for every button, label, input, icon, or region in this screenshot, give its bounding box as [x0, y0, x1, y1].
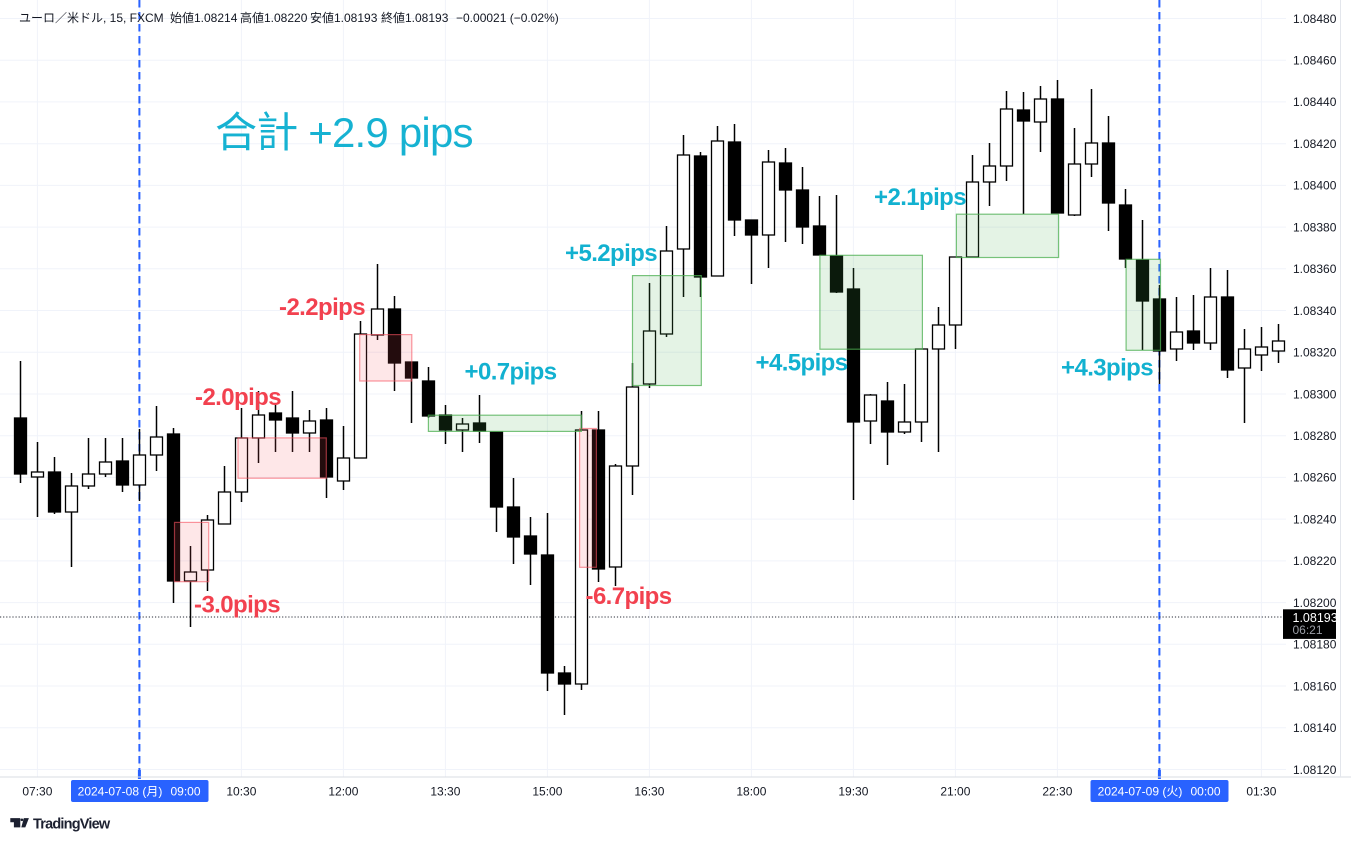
svg-text:15:00: 15:00 [532, 785, 562, 799]
svg-text:19:30: 19:30 [838, 785, 868, 799]
svg-text:12:00: 12:00 [328, 785, 358, 799]
svg-text:-6.7pips: -6.7pips [586, 583, 672, 610]
svg-text:1.08200: 1.08200 [1293, 596, 1337, 610]
svg-text:-2.2pips: -2.2pips [279, 294, 365, 321]
svg-text:+4.5pips: +4.5pips [756, 350, 848, 377]
svg-text:+2.1pips: +2.1pips [874, 184, 966, 211]
svg-text:10:30: 10:30 [226, 785, 256, 799]
svg-text:+0.7pips: +0.7pips [465, 359, 557, 386]
svg-text:1.08360: 1.08360 [1293, 262, 1337, 276]
svg-text:合計 +2.9 pips: 合計 +2.9 pips [215, 109, 473, 156]
svg-text:終値1.08193: 終値1.08193 [381, 10, 449, 25]
svg-text:+4.3pips: +4.3pips [1061, 355, 1153, 382]
svg-text:1.08220: 1.08220 [1293, 554, 1337, 568]
svg-text:高値1.08220: 高値1.08220 [240, 10, 308, 25]
svg-text:13:30: 13:30 [430, 785, 460, 799]
svg-text:00:00: 00:00 [1190, 785, 1220, 799]
svg-text:−0.00021 (−0.02%): −0.00021 (−0.02%) [456, 11, 559, 25]
svg-text:2024-07-08 (月): 2024-07-08 (月) [78, 785, 163, 799]
svg-text:1.08260: 1.08260 [1293, 471, 1337, 485]
svg-text:1.08420: 1.08420 [1293, 137, 1337, 151]
svg-text:1.08280: 1.08280 [1293, 429, 1337, 443]
svg-text:1.08340: 1.08340 [1293, 304, 1337, 318]
svg-text:07:30: 07:30 [22, 785, 52, 799]
svg-text:1.08460: 1.08460 [1293, 54, 1337, 68]
svg-text:1.08440: 1.08440 [1293, 95, 1337, 109]
svg-text:1.08400: 1.08400 [1293, 179, 1337, 193]
svg-text:2024-07-09 (火): 2024-07-09 (火) [1098, 785, 1183, 799]
svg-text:09:00: 09:00 [170, 785, 200, 799]
svg-text:1.08160: 1.08160 [1293, 679, 1337, 693]
svg-text:21:00: 21:00 [940, 785, 970, 799]
svg-text:1.08320: 1.08320 [1293, 346, 1337, 360]
svg-text:1.08300: 1.08300 [1293, 387, 1337, 401]
svg-text:1.08140: 1.08140 [1293, 721, 1337, 735]
svg-text:1.08193: 1.08193 [1293, 611, 1338, 625]
svg-text:-2.0pips: -2.0pips [195, 384, 281, 411]
svg-text:16:30: 16:30 [634, 785, 664, 799]
svg-text:18:00: 18:00 [736, 785, 766, 799]
svg-text:22:30: 22:30 [1042, 785, 1072, 799]
svg-text:06:21: 06:21 [1293, 623, 1323, 637]
svg-text:01:30: 01:30 [1246, 785, 1276, 799]
svg-text:TradingView: TradingView [33, 817, 111, 833]
svg-text:1.08480: 1.08480 [1293, 12, 1337, 26]
svg-text:-3.0pips: -3.0pips [194, 592, 280, 619]
svg-text:ユーロ／米ドル, 15, FXCM: ユーロ／米ドル, 15, FXCM [19, 11, 164, 25]
svg-text:1.08120: 1.08120 [1293, 763, 1337, 777]
svg-text:始値1.08214: 始値1.08214 [170, 10, 238, 25]
svg-text:1.08180: 1.08180 [1293, 638, 1337, 652]
svg-text:+5.2pips: +5.2pips [565, 240, 657, 267]
svg-text:1.08380: 1.08380 [1293, 220, 1337, 234]
svg-text:1.08240: 1.08240 [1293, 512, 1337, 526]
svg-text:安値1.08193: 安値1.08193 [310, 10, 378, 25]
